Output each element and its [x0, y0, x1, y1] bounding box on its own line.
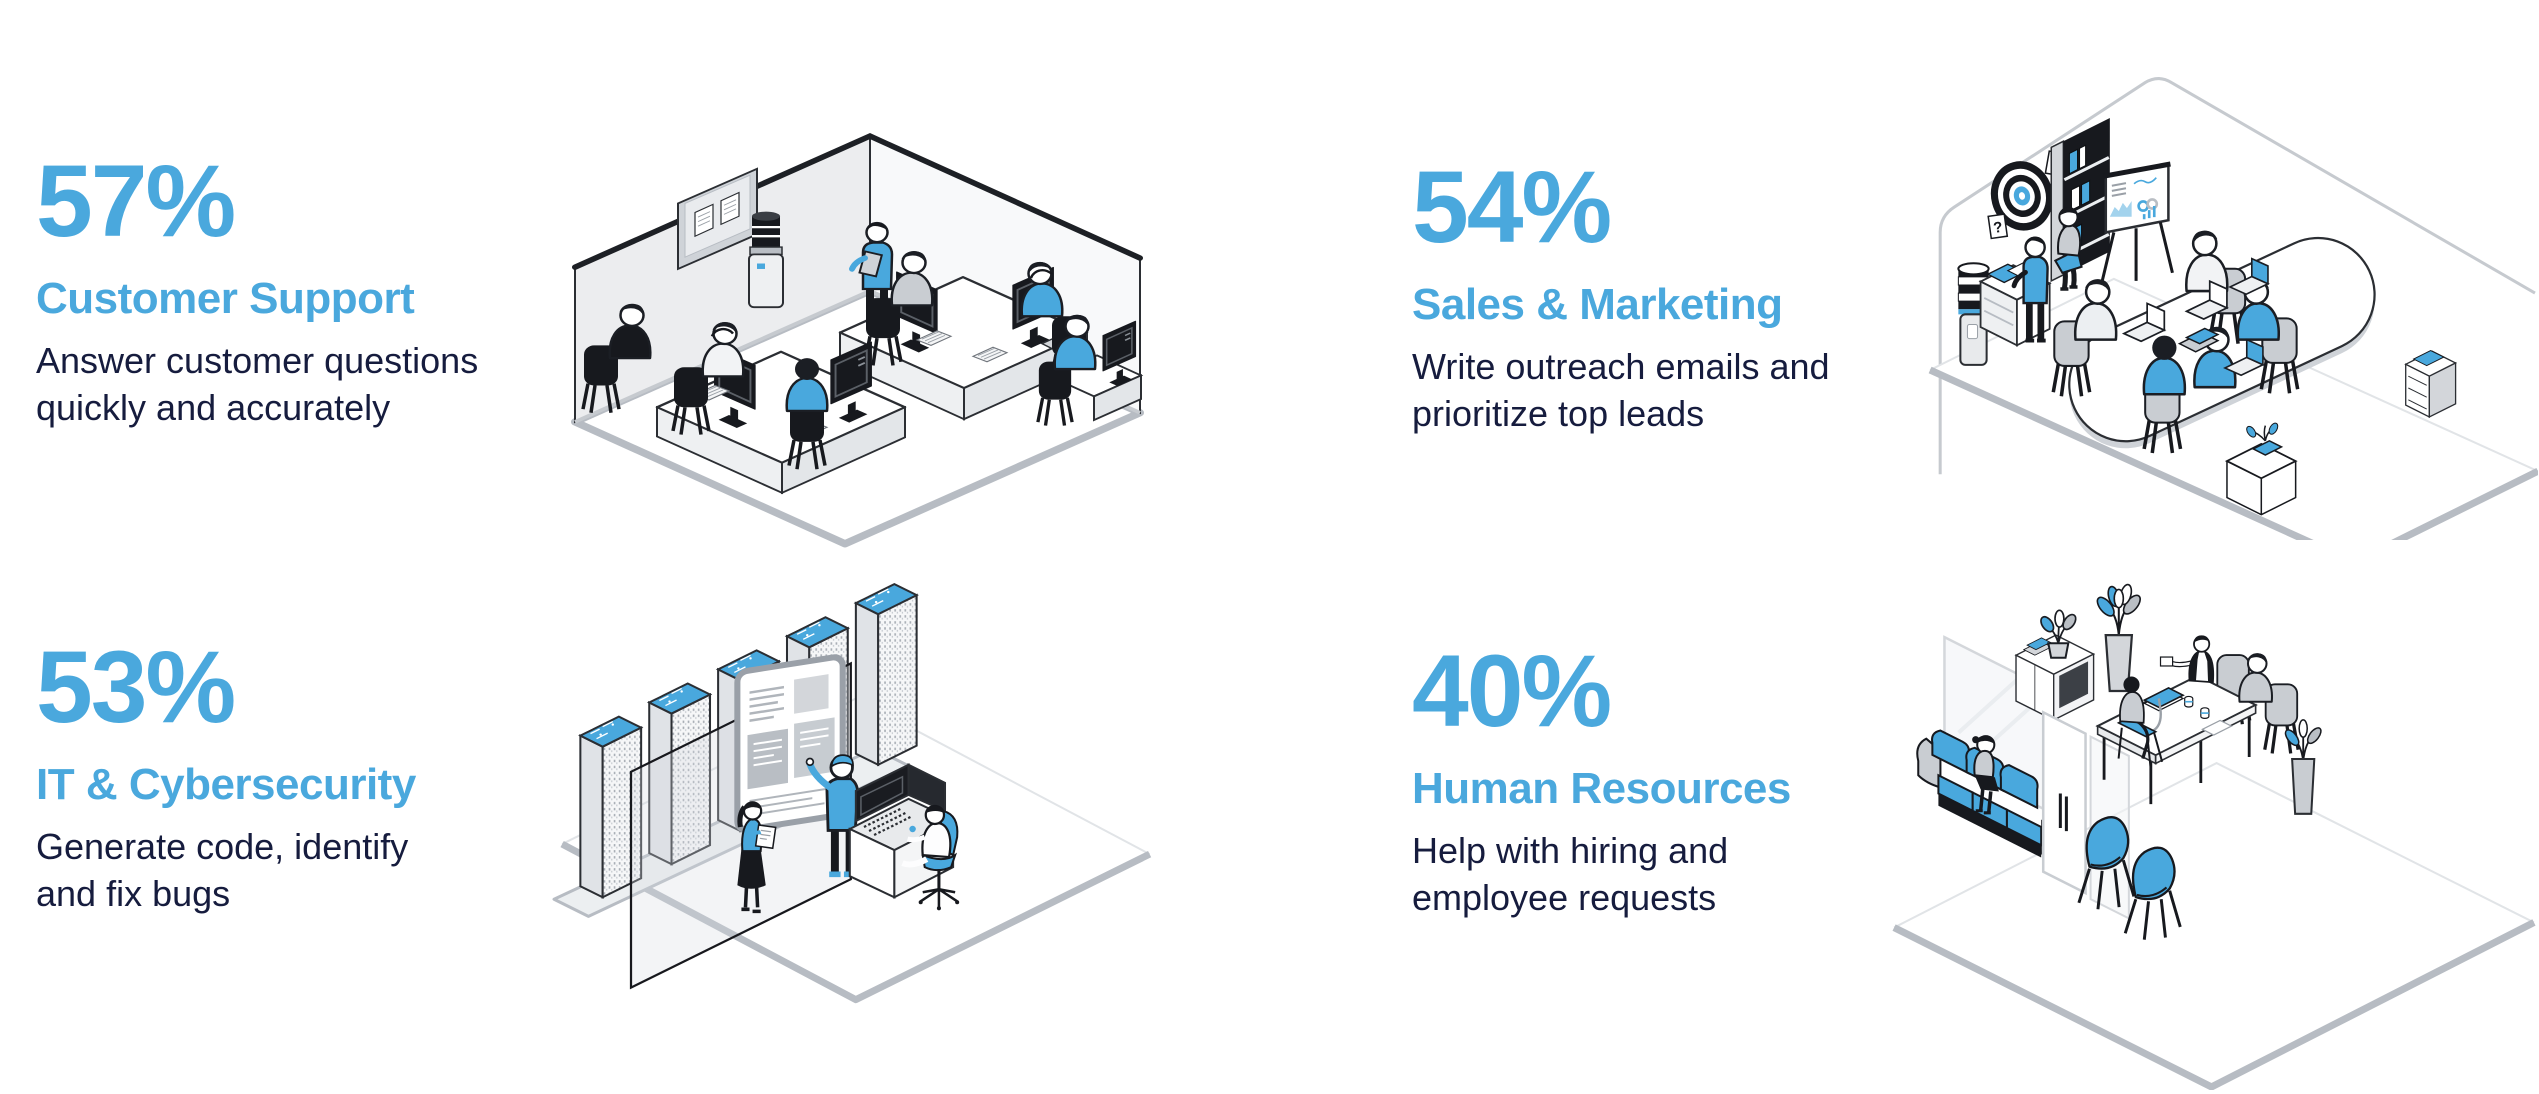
svg-text:?: ? — [1992, 219, 2004, 237]
customer-support-office-illustration — [545, 56, 1145, 552]
paper — [2201, 719, 2233, 736]
tall-plant — [2096, 583, 2141, 693]
standing-woman — [737, 801, 777, 914]
section-human-resources: 40% Human Resources Help with hiring and… — [1412, 640, 1791, 922]
potted-plant — [2284, 719, 2322, 815]
stat-value: 54% — [1412, 150, 1612, 264]
question-card: ? — [1987, 213, 2009, 240]
drawer-unit — [2404, 349, 2458, 419]
candidate — [2116, 676, 2164, 771]
seated-operator — [901, 804, 960, 911]
headset — [1029, 269, 1053, 279]
dartboard — [1990, 161, 2054, 231]
floor — [1892, 761, 2536, 1090]
headset — [710, 327, 735, 337]
stat-value: 40% — [1412, 634, 1612, 748]
section-title: Human Resources — [1412, 764, 1791, 813]
section-description: Generate code, identify and fix bugs — [36, 826, 409, 914]
desk-front — [655, 341, 907, 495]
stat-value: 57% — [36, 144, 236, 258]
wall-edge — [1938, 77, 2536, 475]
section-description: Answer customer questions quickly and ac… — [36, 340, 479, 428]
monitoring-wall-panel — [734, 654, 846, 833]
section-title: Sales & Marketing — [1412, 280, 1783, 329]
interview-table-group — [2095, 635, 2300, 805]
flipchart — [2100, 161, 2174, 284]
section-customer-support: 57% Customer Support Answer customer que… — [36, 150, 478, 432]
server-rack — [854, 583, 918, 766]
bulletin-board — [677, 167, 758, 271]
desk-side — [1047, 320, 1144, 422]
it-cybersecurity-server-room-illustration — [552, 566, 1180, 1088]
section-it-cybersecurity: 53% IT & Cybersecurity Generate code, id… — [36, 636, 416, 918]
standing-person — [2011, 236, 2049, 343]
notebook — [2184, 327, 2220, 345]
sales-marketing-meeting-room-illustration: ? ? — [1922, 34, 2538, 540]
interviewer — [2159, 635, 2215, 684]
cup — [2184, 695, 2194, 708]
section-title: IT & Cybersecurity — [36, 760, 416, 809]
sitting-person-shelf — [2053, 207, 2083, 291]
human-resources-office-illustration — [1884, 562, 2539, 1090]
section-description: Write outreach emails and prioritize top… — [1412, 346, 1830, 434]
water-cooler — [748, 211, 784, 309]
section-sales-marketing: 54% Sales & Marketing Write outreach ema… — [1412, 156, 1830, 438]
plant-side-table — [2224, 422, 2298, 516]
stat-value: 53% — [36, 630, 236, 744]
cup — [2200, 707, 2210, 719]
section-title: Customer Support — [36, 274, 415, 323]
seated-woman — [1972, 735, 1999, 815]
section-description: Help with hiring and employee requests — [1412, 830, 1729, 918]
